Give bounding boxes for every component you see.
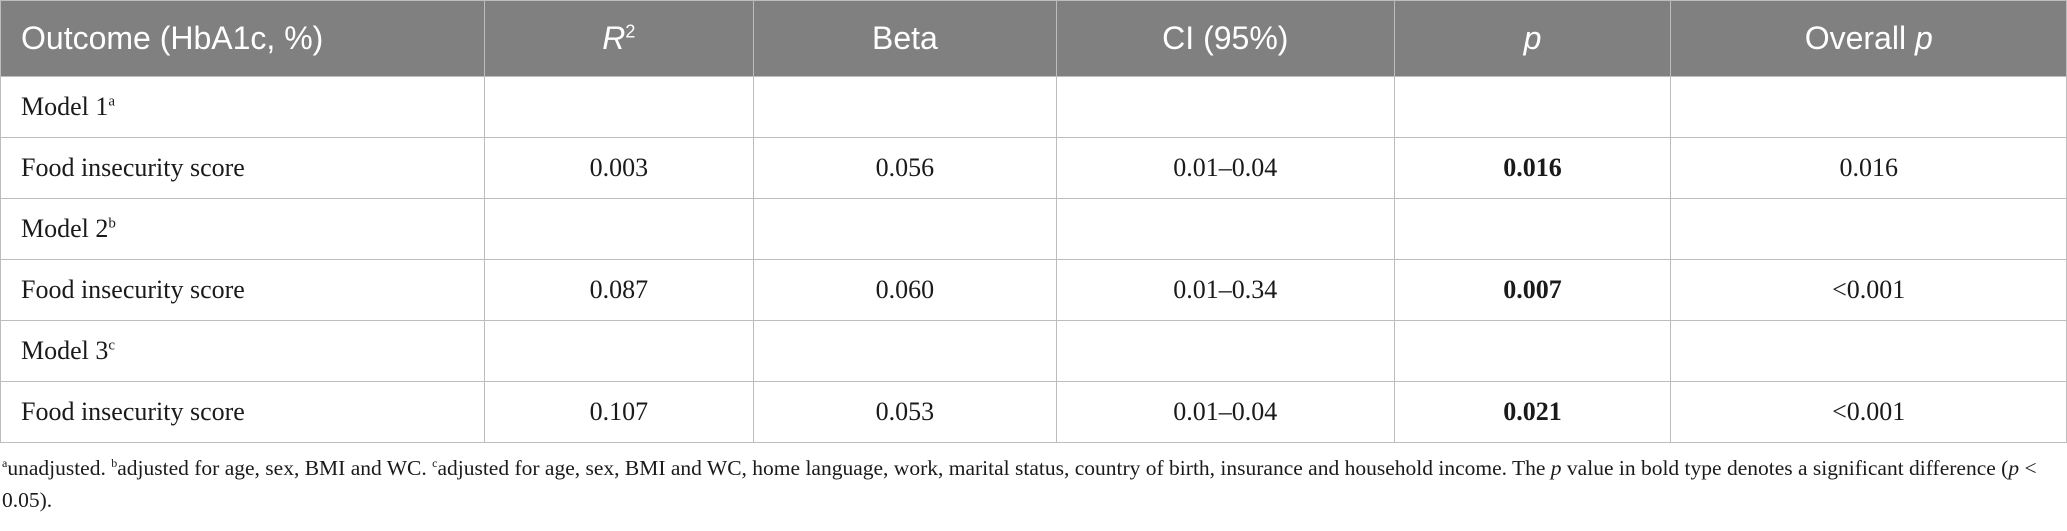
empty-cell (752, 198, 1058, 260)
model-label-text: Model 3 (21, 336, 109, 365)
table-row-model2: Model 2b (0, 198, 2067, 260)
footnote-b-text: adjusted for age, sex, BMI and WC. (117, 456, 433, 480)
header-row: Outcome (HbA1c, %) R2 Beta CI (95%) p Ov… (0, 0, 2067, 77)
header-r2-letter: R (602, 20, 626, 56)
empty-cell (1393, 198, 1672, 260)
model-label-sup: a (108, 93, 116, 110)
model-label-sup: b (108, 215, 116, 232)
row-label: Food insecurity score (0, 137, 485, 199)
table-row-food-insecurity-2: Food insecurity score 0.087 0.060 0.01–0… (0, 259, 2067, 321)
empty-cell (1393, 320, 1672, 382)
footnote-p-symbol-2: p (2008, 456, 2020, 480)
empty-cell (1056, 76, 1395, 138)
beta-cell: 0.060 (752, 259, 1058, 321)
empty-cell (1056, 198, 1395, 260)
empty-cell (752, 76, 1058, 138)
header-overall-prefix: Overall (1804, 20, 1915, 56)
r2-cell: 0.107 (483, 381, 754, 443)
header-ci: CI (95%) (1056, 0, 1395, 77)
table-row-model1: Model 1a (0, 76, 2067, 138)
empty-cell (1056, 320, 1395, 382)
footnote-end-text: < 0.05). (2, 456, 2037, 512)
row-label: Food insecurity score (0, 259, 485, 321)
header-overall-p: Overall p (1670, 0, 2067, 77)
model-label: Model 1a (0, 76, 485, 138)
row-label: Food insecurity score (0, 381, 485, 443)
model-label-text: Model 1 (21, 92, 109, 121)
p-cell: 0.016 (1393, 137, 1672, 199)
footnote-mark-c: c (432, 455, 438, 470)
empty-cell (1670, 320, 2067, 382)
overall-p-cell: 0.016 (1670, 137, 2067, 199)
footnote-a-text: unadjusted. (7, 456, 112, 480)
empty-cell (483, 76, 754, 138)
header-p: p (1393, 0, 1672, 77)
table-row-food-insecurity-1: Food insecurity score 0.003 0.056 0.01–0… (0, 137, 2067, 199)
model-label-sup: c (108, 337, 116, 354)
ci-cell: 0.01–0.04 (1056, 381, 1395, 443)
model-label: Model 2b (0, 198, 485, 260)
model-label: Model 3c (0, 320, 485, 382)
beta-cell: 0.053 (752, 381, 1058, 443)
overall-p-cell: <0.001 (1670, 381, 2067, 443)
footnote-p-symbol: p (1550, 456, 1562, 480)
footnote-c-text: adjusted for age, sex, BMI and WC, home … (437, 456, 1551, 480)
ci-cell: 0.01–0.04 (1056, 137, 1395, 199)
footnote-mark-b: b (111, 455, 118, 470)
header-outcome: Outcome (HbA1c, %) (0, 0, 485, 77)
results-table: Outcome (HbA1c, %) R2 Beta CI (95%) p Ov… (0, 0, 2067, 443)
empty-cell (483, 320, 754, 382)
r2-cell: 0.087 (483, 259, 754, 321)
empty-cell (1670, 198, 2067, 260)
overall-p-cell: <0.001 (1670, 259, 2067, 321)
footnote-mid-text: value in bold type denotes a significant… (1561, 456, 2009, 480)
table-row-model3: Model 3c (0, 320, 2067, 382)
header-p-letter: p (1523, 20, 1542, 56)
header-r2: R2 (483, 0, 754, 77)
model-label-text: Model 2 (21, 214, 109, 243)
ci-cell: 0.01–0.34 (1056, 259, 1395, 321)
p-cell: 0.007 (1393, 259, 1672, 321)
header-r2-sup: 2 (625, 21, 636, 42)
empty-cell (752, 320, 1058, 382)
footnote-mark-a: a (2, 455, 8, 470)
empty-cell (1393, 76, 1672, 138)
p-cell: 0.021 (1393, 381, 1672, 443)
table-footnote: aunadjusted. badjusted for age, sex, BMI… (2, 452, 2052, 516)
empty-cell (483, 198, 754, 260)
table-row-food-insecurity-3: Food insecurity score 0.107 0.053 0.01–0… (0, 381, 2067, 443)
header-beta: Beta (752, 0, 1058, 77)
empty-cell (1670, 76, 2067, 138)
r2-cell: 0.003 (483, 137, 754, 199)
header-overall-p-letter: p (1914, 20, 1933, 56)
beta-cell: 0.056 (752, 137, 1058, 199)
